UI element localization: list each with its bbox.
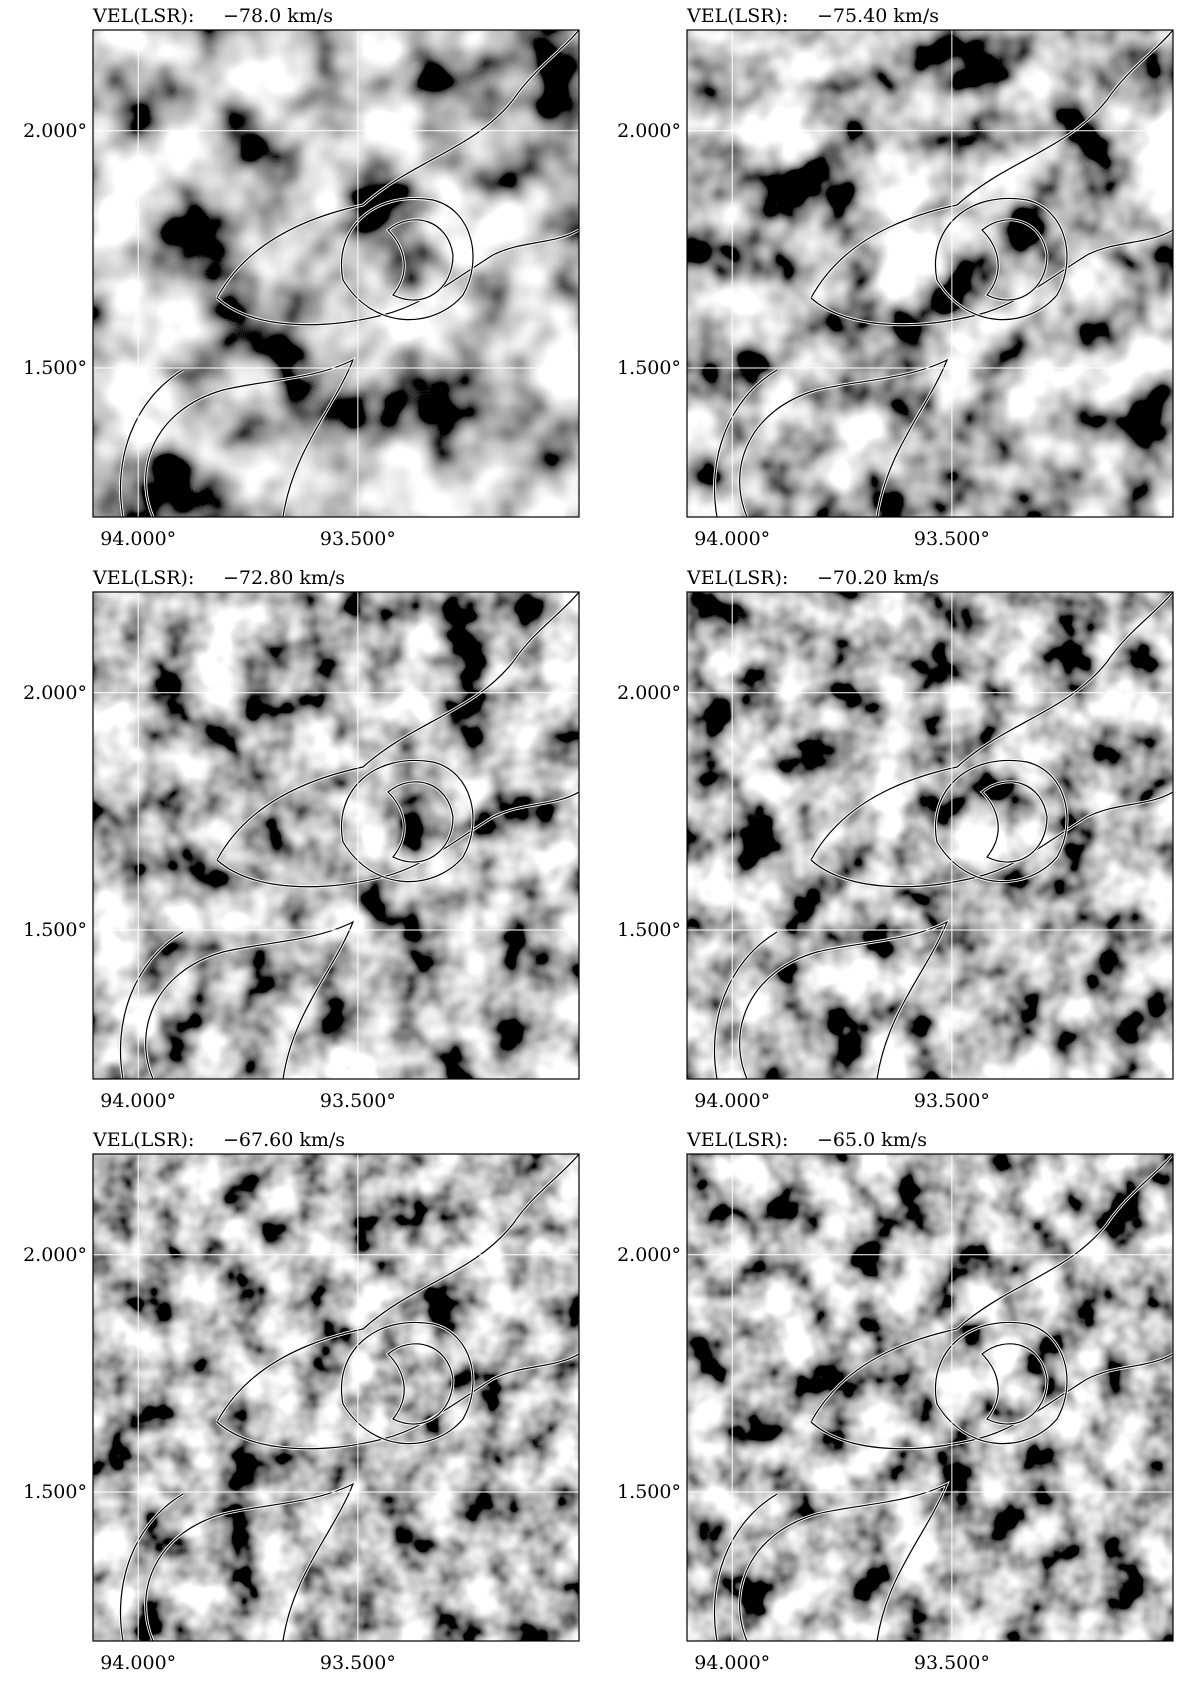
x-tick-label: 94.000° (100, 1090, 176, 1112)
velocity-label: VEL(LSR): (686, 5, 788, 27)
y-tick-label: 2.000° (23, 682, 87, 704)
x-tick-label: 94.000° (100, 1652, 176, 1674)
x-tick-label: 93.500° (320, 1090, 396, 1112)
panel: VEL(LSR): −78.0 km/s 94.000° 93.500° 2.000° 1… (23, 5, 579, 550)
intensity-map (687, 1154, 1173, 1641)
panel: VEL(LSR): −70.20 km/s 94.000° 93.500° 2.000°… (617, 567, 1173, 1112)
velocity-label: VEL(LSR): (92, 567, 194, 589)
intensity-map (93, 30, 579, 517)
panel: VEL(LSR): −72.80 km/s 94.000° 93.500° 2.000°… (23, 567, 579, 1112)
y-tick-label: 2.000° (23, 1244, 87, 1266)
x-tick-label: 94.000° (694, 1090, 770, 1112)
y-tick-label: 2.000° (617, 120, 681, 142)
velocity-value: −65.0 km/s (817, 1129, 927, 1151)
x-tick-label: 94.000° (694, 1652, 770, 1674)
panel: VEL(LSR): −75.40 km/s 94.000° 93.500° 2.000°… (617, 5, 1173, 550)
page: {"panels": [ {"label": "VEL(LSR):", "vel… (0, 0, 1180, 1692)
image (93, 30, 579, 517)
panel: VEL(LSR): −67.60 km/s 94.000° 93.500° 2.000°… (23, 1129, 579, 1674)
velocity-value: −67.60 km/s (223, 1129, 345, 1151)
y-tick-label: 1.500° (23, 357, 87, 379)
intensity-map (687, 30, 1173, 517)
image (93, 1154, 579, 1641)
image (687, 30, 1173, 517)
x-tick-label: 93.500° (914, 528, 990, 550)
y-tick-label: 1.500° (617, 1481, 681, 1503)
velocity-value: −78.0 km/s (223, 5, 333, 27)
x-tick-label: 93.500° (914, 1090, 990, 1112)
velocity-value: −72.80 km/s (223, 567, 345, 589)
panel: VEL(LSR): −65.0 km/s 94.000° 93.500° 2.000° 1… (617, 1129, 1173, 1674)
x-tick-label: 93.500° (914, 1652, 990, 1674)
y-tick-label: 1.500° (23, 919, 87, 941)
x-tick-label: 94.000° (100, 528, 176, 550)
y-tick-label: 2.000° (617, 682, 681, 704)
intensity-map (93, 1154, 579, 1641)
y-tick-label: 1.500° (617, 919, 681, 941)
image (93, 592, 579, 1079)
image (687, 592, 1173, 1079)
y-tick-label: 1.500° (23, 1481, 87, 1503)
figure: VEL(LSR): −78.0 km/s 94.000° 93.500° 2.000° 1… (0, 0, 1180, 1688)
y-tick-label: 2.000° (23, 120, 87, 142)
velocity-label: VEL(LSR): (686, 1129, 788, 1151)
intensity-map (687, 592, 1173, 1079)
velocity-value: −75.40 km/s (817, 5, 939, 27)
velocity-value: −70.20 km/s (817, 567, 939, 589)
x-tick-label: 94.000° (694, 528, 770, 550)
image (687, 1154, 1173, 1641)
velocity-label: VEL(LSR): (686, 567, 788, 589)
x-tick-label: 93.500° (320, 1652, 396, 1674)
x-tick-label: 93.500° (320, 528, 396, 550)
intensity-map (93, 592, 579, 1079)
velocity-label: VEL(LSR): (92, 5, 194, 27)
y-tick-label: 1.500° (617, 357, 681, 379)
y-tick-label: 2.000° (617, 1244, 681, 1266)
velocity-label: VEL(LSR): (92, 1129, 194, 1151)
